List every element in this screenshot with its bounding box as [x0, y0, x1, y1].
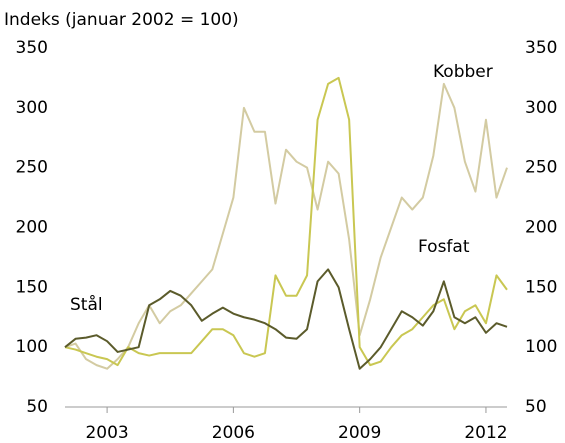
annotation: Stål [70, 294, 103, 315]
y2-tick-label: 200 [525, 218, 557, 238]
y2-tick-label: 300 [525, 98, 557, 118]
x-tick-label: 2012 [464, 423, 507, 443]
y2-tick-label: 50 [525, 397, 547, 417]
chart-title: Indeks (januar 2002 = 100) [4, 10, 239, 30]
y-tick-label: 150 [16, 277, 48, 297]
y2-tick-label: 150 [525, 277, 557, 297]
series-line [64, 82, 508, 370]
y-tick-label: 50 [26, 397, 48, 417]
series-line [64, 76, 508, 367]
y2-tick-label: 350 [525, 38, 557, 58]
x-tick-label: 2009 [338, 423, 381, 443]
y-tick-label: 200 [16, 218, 48, 238]
y-tick-label: 250 [16, 158, 48, 178]
annotation: Fosfat [418, 237, 470, 257]
y-tick-label: 100 [16, 337, 48, 357]
y2-tick-label: 250 [525, 158, 557, 178]
series-line [64, 268, 508, 370]
y-tick-label: 300 [16, 98, 48, 118]
x-tick-label: 2006 [212, 423, 255, 443]
x-tick-label: 2003 [85, 423, 128, 443]
y-tick-label: 350 [16, 38, 48, 58]
y2-tick-label: 100 [525, 337, 557, 357]
annotation: Kobber [433, 62, 493, 82]
